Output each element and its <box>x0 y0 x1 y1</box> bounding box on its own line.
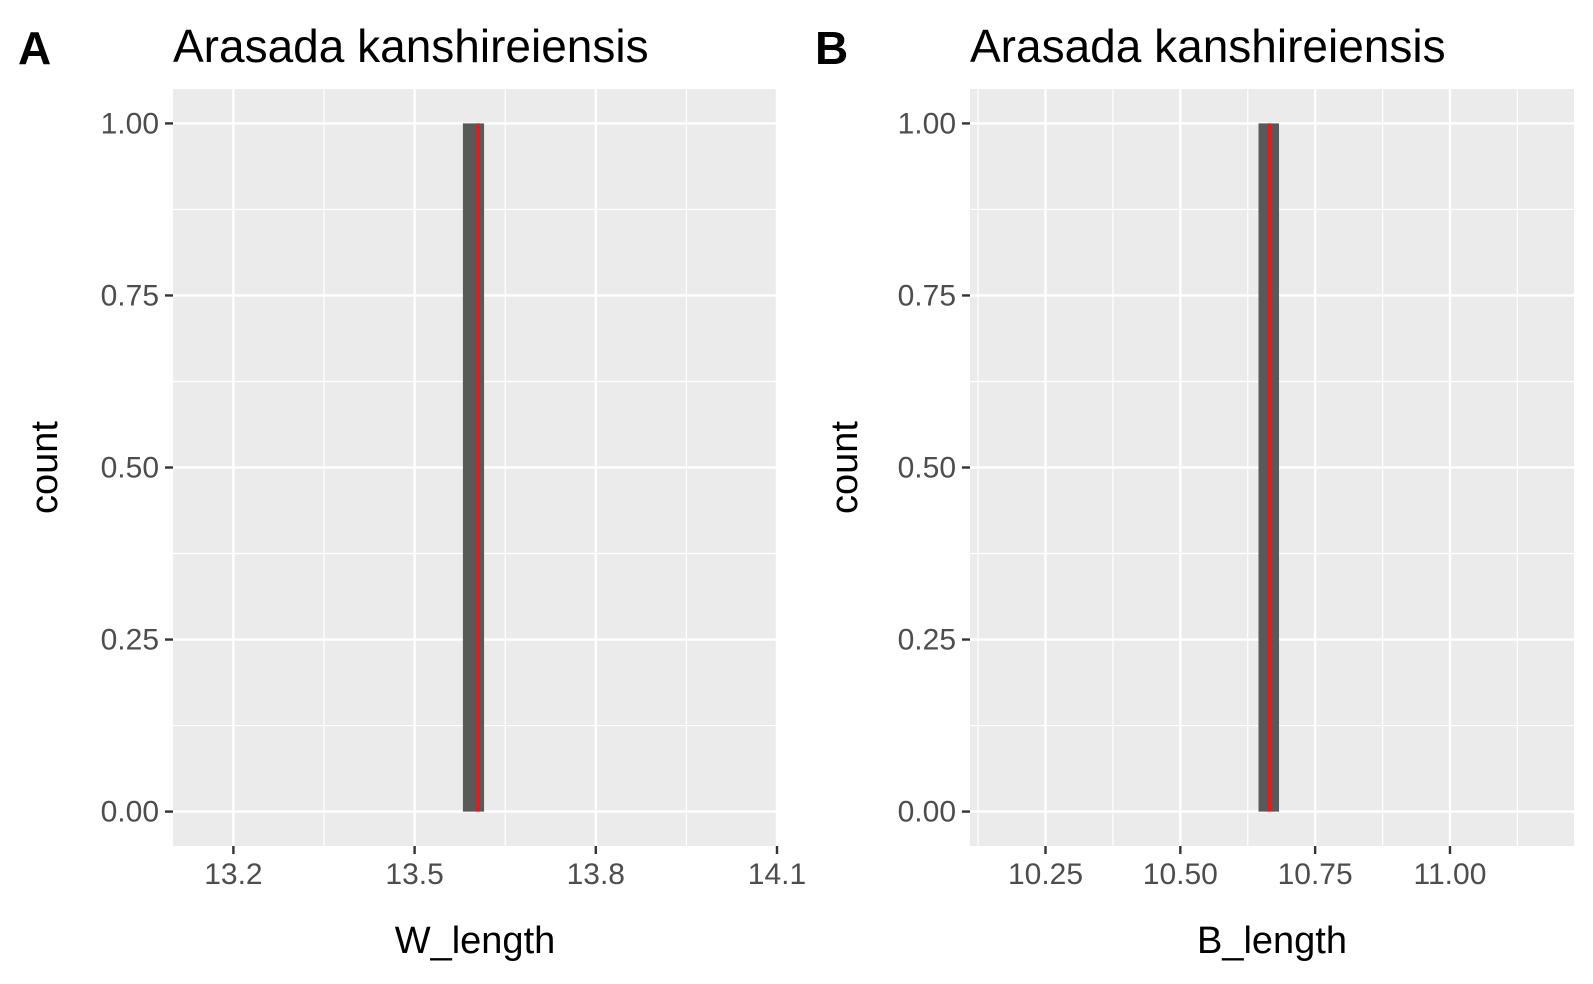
y-tick-label: 0.75 <box>898 279 956 312</box>
panel-a: A Arasada kanshireiensis 0.00 0.25 0.50 0.7… <box>18 20 806 962</box>
panel-tag: A <box>18 22 51 74</box>
histogram-bar <box>462 123 485 812</box>
panel-title: Arasada kanshireiensis <box>173 20 649 72</box>
y-tick-label: 0.00 <box>101 796 159 829</box>
y-axis: 0.00 0.25 0.50 0.75 1.00 <box>898 107 970 829</box>
x-tick-label: 13.5 <box>385 858 443 891</box>
x-axis-title: W_length <box>395 920 556 962</box>
y-tick-label: 0.25 <box>101 624 159 657</box>
y-tick-label: 0.50 <box>898 452 956 485</box>
x-tick-label: 14.1 <box>748 858 806 891</box>
x-tick-label: 10.50 <box>1143 858 1218 891</box>
y-axis-title: count <box>824 421 866 514</box>
y-tick-label: 0.00 <box>898 796 956 829</box>
histogram-bars <box>462 123 485 812</box>
x-axis-title: B_length <box>1197 920 1347 962</box>
y-axis-title: count <box>24 421 66 514</box>
x-tick-label: 13.8 <box>567 858 625 891</box>
y-axis: 0.00 0.25 0.50 0.75 1.00 <box>101 107 173 829</box>
x-tick-label: 10.25 <box>1008 858 1083 891</box>
x-axis: 10.25 10.50 10.75 11.00 <box>1008 846 1486 891</box>
y-tick-label: 0.50 <box>101 452 159 485</box>
panel-b: B Arasada kanshireiensis 0.00 0.25 0.50 0.7… <box>815 20 1574 962</box>
x-tick-label: 11.00 <box>1414 858 1487 891</box>
x-tick-label: 13.2 <box>204 858 262 891</box>
y-tick-label: 1.00 <box>101 107 159 140</box>
y-tick-label: 1.00 <box>898 107 956 140</box>
panel-tag: B <box>815 22 848 74</box>
y-tick-label: 0.75 <box>101 279 159 312</box>
y-tick-label: 0.25 <box>898 624 956 657</box>
x-axis: 13.2 13.5 13.8 14.1 <box>204 846 806 891</box>
panel-title: Arasada kanshireiensis <box>970 20 1446 72</box>
x-tick-label: 10.75 <box>1278 858 1353 891</box>
